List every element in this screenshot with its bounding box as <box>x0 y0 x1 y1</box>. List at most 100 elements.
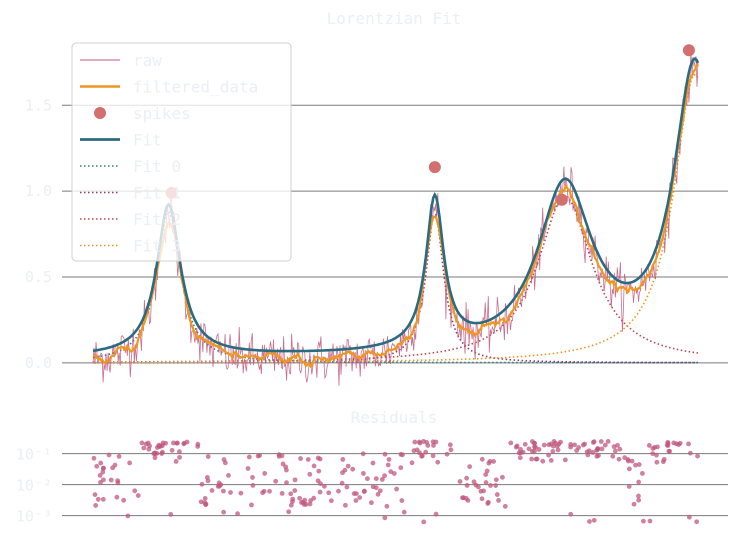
residual-point <box>394 486 399 492</box>
residual-point <box>595 446 601 452</box>
residual-point <box>156 444 162 449</box>
residual-point <box>687 450 693 456</box>
residual-point <box>460 495 465 501</box>
residual-point <box>125 513 131 519</box>
residual-point <box>292 488 298 493</box>
residual-point <box>529 448 535 454</box>
residuals-title: Residuals <box>351 408 438 427</box>
residual-point <box>488 483 493 488</box>
residual-point <box>361 471 366 476</box>
residual-point <box>636 493 641 499</box>
residual-point <box>345 463 351 469</box>
residual-point <box>267 488 272 494</box>
spike-point <box>682 44 695 57</box>
legend-label: raw <box>133 51 162 70</box>
residual-point <box>483 480 489 485</box>
residual-point <box>508 440 514 446</box>
residual-point <box>485 501 491 506</box>
residual-point <box>127 460 133 466</box>
y-tick-label: 1.0 <box>25 182 52 200</box>
residual-point <box>654 459 660 465</box>
residual-point <box>339 480 345 486</box>
residual-point <box>611 444 617 450</box>
residual-point <box>540 458 546 464</box>
residual-point <box>228 490 233 495</box>
residual-point <box>546 452 551 458</box>
residual-point <box>568 444 574 450</box>
y-tick-label: 0.0 <box>25 354 52 372</box>
spike-point <box>555 193 568 206</box>
residual-point <box>147 443 153 449</box>
residual-point <box>626 484 632 489</box>
residual-point <box>636 462 642 467</box>
residual-point <box>326 490 332 496</box>
residual-point <box>444 451 450 457</box>
legend-label: Fit 3 <box>133 237 181 256</box>
legend-label: filtered_data <box>133 78 258 97</box>
residual-point <box>340 470 345 476</box>
residual-point <box>568 511 574 517</box>
residual-points <box>91 438 700 525</box>
residual-point <box>152 455 158 461</box>
residual-point <box>351 491 357 496</box>
residual-point <box>141 445 147 451</box>
residual-point <box>677 440 683 446</box>
residual-point <box>502 503 508 509</box>
residual-point <box>93 503 99 508</box>
residual-point <box>202 495 208 501</box>
residual-point <box>292 477 298 483</box>
residual-point <box>646 443 652 448</box>
residual-point <box>262 470 268 476</box>
chart-title: Lorentzian Fit <box>327 9 462 28</box>
residual-point <box>342 502 348 508</box>
residual-point <box>626 466 632 472</box>
residual-point <box>100 466 106 471</box>
residual-point <box>411 448 417 454</box>
residual-point <box>532 444 537 450</box>
residual-point <box>636 479 642 485</box>
residual-point <box>496 498 501 503</box>
residual-point <box>94 463 100 469</box>
fit-y-ticks: 0.0 0.5 1.0 1.5 <box>25 96 52 372</box>
residual-point <box>308 498 314 503</box>
residual-point <box>667 448 672 454</box>
residual-point <box>97 473 103 478</box>
residual-point <box>694 519 700 525</box>
residual-point <box>384 503 390 509</box>
residual-point <box>517 455 523 461</box>
residual-point <box>665 440 671 446</box>
residual-point <box>350 466 356 472</box>
residual-point <box>435 459 441 465</box>
residual-point <box>448 447 454 453</box>
residual-point <box>370 484 376 490</box>
residual-point <box>311 463 317 469</box>
residual-point <box>457 479 463 484</box>
residual-point <box>382 515 388 521</box>
residual-point <box>655 444 660 450</box>
residual-point <box>580 442 586 448</box>
residual-point <box>361 489 367 494</box>
residual-point <box>475 484 481 490</box>
residual-point <box>115 478 121 484</box>
residual-point <box>279 453 285 459</box>
residual-point <box>114 494 120 500</box>
residual-point <box>518 446 523 452</box>
residual-point <box>316 468 322 474</box>
residual-point <box>218 482 224 488</box>
residual-point <box>551 438 557 444</box>
filtered-data-series-line <box>92 61 699 369</box>
residual-point <box>598 439 604 444</box>
residuals-y-ticks: 10⁻¹ 10⁻² 10⁻³ <box>16 446 52 526</box>
residual-point <box>421 439 426 444</box>
residual-y-tick-label: 10⁻² <box>16 477 52 495</box>
residual-point <box>494 492 500 497</box>
residual-point <box>250 475 255 480</box>
residual-y-tick-label: 10⁻¹ <box>16 446 52 464</box>
residual-point <box>447 442 453 448</box>
residual-point <box>686 441 691 447</box>
residual-point <box>152 450 158 456</box>
residual-point <box>633 462 638 468</box>
residual-point <box>385 462 391 468</box>
residual-point <box>548 458 554 463</box>
residual-point <box>108 477 114 483</box>
